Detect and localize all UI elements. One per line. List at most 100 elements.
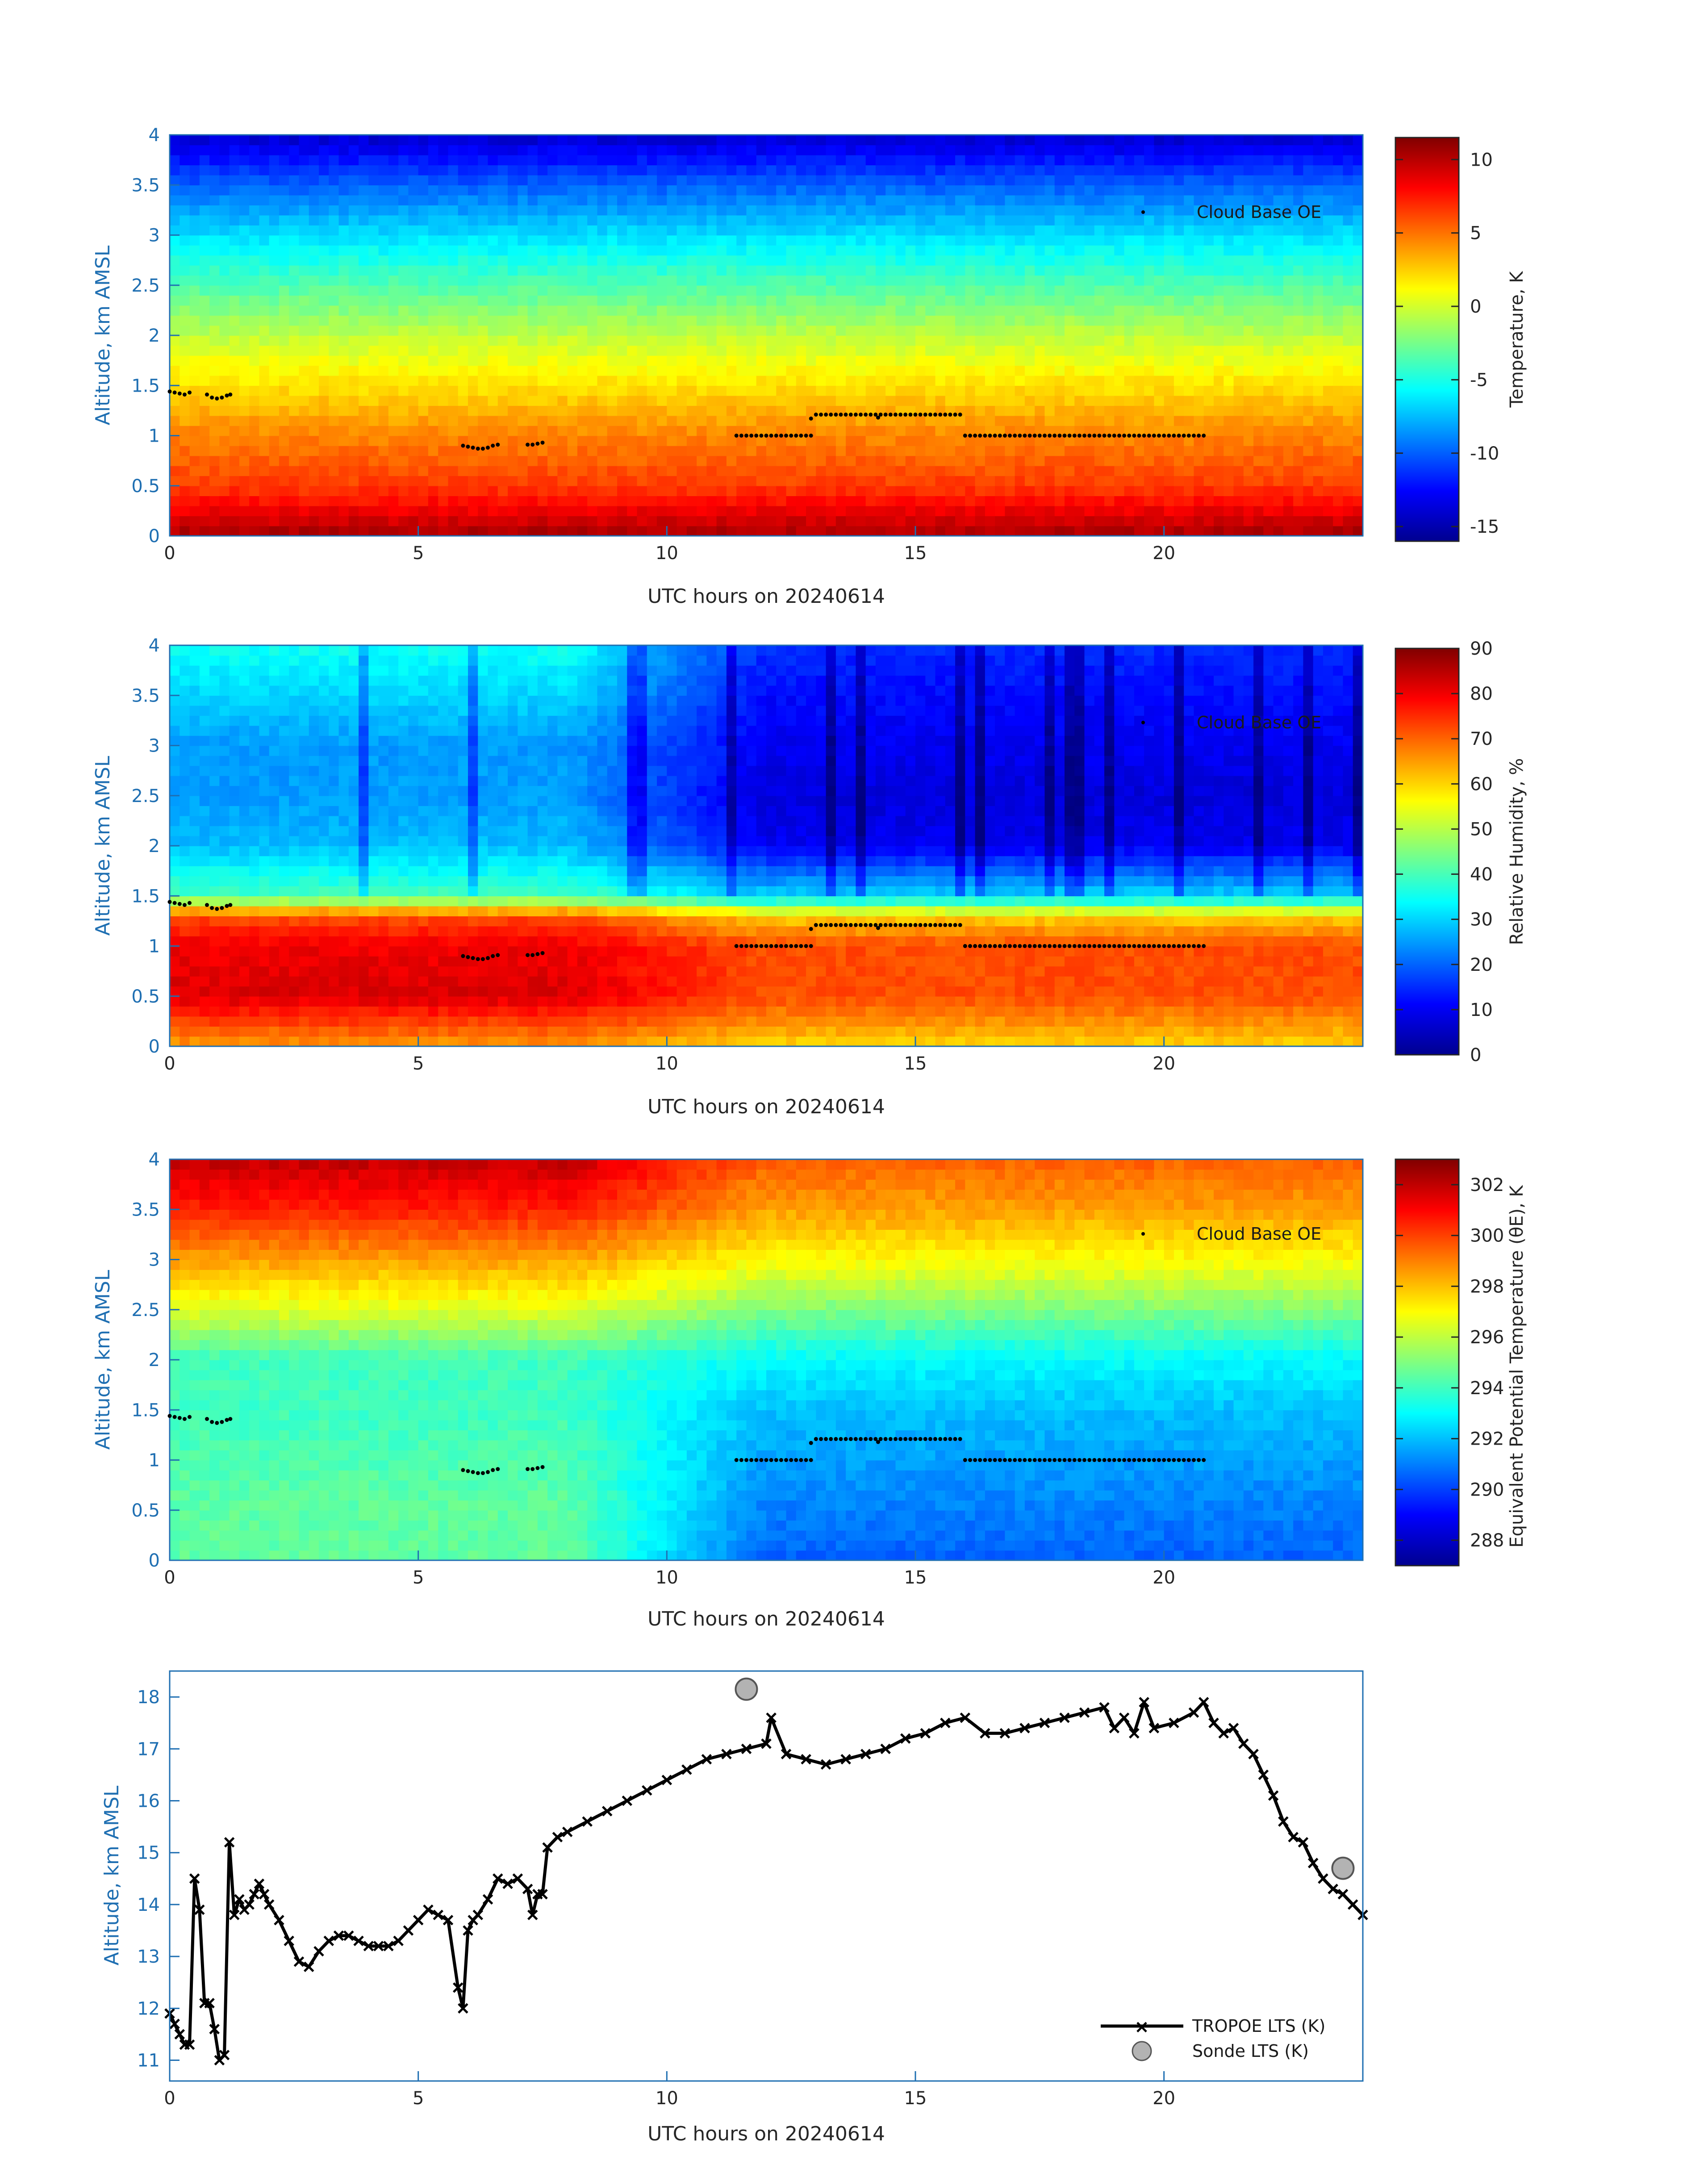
heatmap-cell	[1194, 335, 1204, 346]
heatmap-cell	[985, 155, 995, 166]
heatmap-cell	[508, 335, 518, 346]
heatmap-cell	[667, 255, 677, 266]
heatmap-cell	[1154, 155, 1165, 166]
heatmap-cell	[607, 225, 618, 236]
heatmap-cell	[537, 516, 548, 526]
heatmap-cell	[1343, 435, 1353, 446]
heatmap-cell	[408, 335, 419, 346]
heatmap-cell	[776, 426, 787, 436]
heatmap-cell	[736, 185, 747, 196]
heatmap-cell	[508, 215, 518, 226]
heatmap-cell	[617, 225, 628, 236]
heatmap-cell	[1114, 165, 1125, 175]
heatmap-cell	[388, 235, 399, 246]
heatmap-cell	[1273, 205, 1284, 216]
heatmap-cell	[338, 175, 349, 186]
heatmap-cell	[577, 235, 588, 246]
heatmap-cell	[547, 295, 558, 306]
heatmap-cell	[1233, 375, 1244, 386]
heatmap-cell	[468, 255, 479, 266]
heatmap-cell	[1044, 295, 1055, 306]
heatmap-cell	[319, 426, 330, 436]
heatmap-cell	[935, 305, 946, 316]
heatmap-cell	[686, 355, 697, 366]
heatmap-cell	[229, 285, 240, 296]
heatmap-cell	[856, 355, 866, 366]
heatmap-cell	[348, 195, 359, 205]
heatmap-cell	[408, 235, 419, 246]
heatmap-cell	[885, 455, 896, 466]
cloud-base-point	[1067, 434, 1072, 438]
heatmap-cell	[1124, 295, 1135, 306]
heatmap-cell	[1134, 185, 1144, 196]
heatmap-cell	[388, 295, 399, 306]
heatmap-cell	[1333, 516, 1344, 526]
heatmap-cell	[1313, 215, 1324, 226]
heatmap-cell	[1233, 455, 1244, 466]
heatmap-cell	[497, 455, 508, 466]
heatmap-cell	[527, 205, 538, 216]
heatmap-cell	[1233, 295, 1244, 306]
cloud-base-point	[1092, 434, 1097, 438]
heatmap-cell	[1144, 375, 1155, 386]
heatmap-cell	[368, 496, 379, 506]
heatmap-cell	[1313, 235, 1324, 246]
heatmap-cell	[1144, 135, 1155, 146]
heatmap-cell	[398, 345, 409, 356]
heatmap-cell	[219, 315, 230, 326]
heatmap-cell	[269, 155, 280, 166]
heatmap-cell	[219, 155, 230, 166]
heatmap-cell	[518, 145, 528, 155]
heatmap-cell	[1273, 465, 1284, 476]
heatmap-cell	[289, 275, 300, 286]
heatmap-cell	[995, 496, 1006, 506]
heatmap-cell	[617, 445, 628, 456]
heatmap-cell	[697, 145, 707, 155]
heatmap-cell	[180, 225, 190, 236]
heatmap-cell	[1343, 445, 1353, 456]
heatmap-cell	[746, 496, 757, 506]
heatmap-cell	[249, 265, 260, 276]
heatmap-cell	[915, 496, 926, 506]
heatmap-cell	[607, 135, 618, 146]
heatmap-cell	[627, 365, 638, 376]
heatmap-cell	[577, 415, 588, 426]
heatmap-cell	[1323, 265, 1333, 276]
heatmap-cell	[587, 215, 598, 226]
heatmap-cell	[368, 165, 379, 175]
heatmap-cell	[259, 295, 270, 306]
heatmap-cell	[1074, 265, 1085, 276]
heatmap-cell	[1263, 496, 1274, 506]
heatmap-cell	[925, 375, 936, 386]
heatmap-cell	[716, 165, 727, 175]
heatmap-cell	[826, 485, 836, 496]
cloud-base-point	[774, 434, 778, 438]
heatmap-cell	[647, 295, 657, 306]
heatmap-cell	[1333, 295, 1344, 306]
cloud-base-point	[461, 443, 465, 448]
heatmap-cell	[816, 135, 827, 146]
heatmap-cell	[398, 175, 409, 186]
heatmap-cell	[329, 345, 339, 356]
heatmap-cell	[1154, 295, 1165, 306]
heatmap-cell	[508, 185, 518, 196]
heatmap-cell	[557, 395, 568, 406]
heatmap-cell	[1134, 496, 1144, 506]
heatmap-cell	[1303, 435, 1314, 446]
cloud-base-point	[188, 390, 192, 395]
heatmap-cell	[567, 506, 578, 516]
heatmap-cell	[508, 135, 518, 146]
heatmap-cell	[1084, 445, 1095, 456]
heatmap-cell	[577, 305, 588, 316]
heatmap-cell	[299, 325, 309, 336]
heatmap-cell	[338, 415, 349, 426]
heatmap-cell	[1293, 526, 1304, 536]
heatmap-cell	[1293, 215, 1304, 226]
heatmap-cell	[806, 485, 817, 496]
heatmap-cell	[1313, 526, 1324, 536]
heatmap-cell	[965, 175, 976, 186]
heatmap-cell	[796, 516, 806, 526]
heatmap-cell	[846, 485, 856, 496]
heatmap-cell	[1015, 265, 1025, 276]
heatmap-cell	[438, 355, 449, 366]
